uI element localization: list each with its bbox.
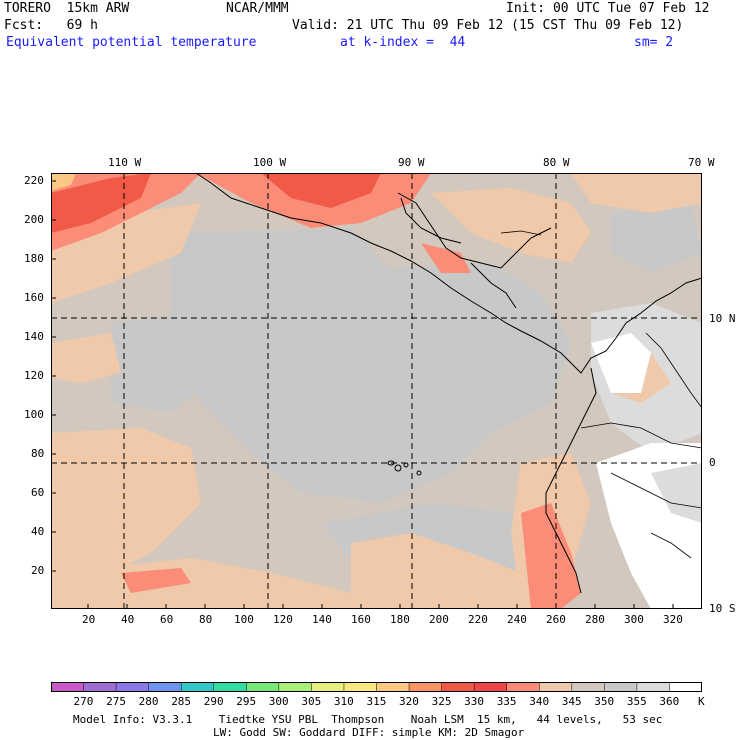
grid-x-label: 20 [82, 613, 96, 626]
theta-e-map [51, 173, 702, 609]
smoothing-info: sm= 2 [634, 35, 674, 50]
colorbar-cell [311, 682, 345, 692]
level-info: at k-index = 44 [340, 35, 466, 50]
grid-y-label: 80 [31, 447, 45, 460]
colorbar-cell [669, 682, 702, 692]
white-regions [591, 333, 702, 609]
colorbar-label: 270 [73, 695, 94, 708]
grid-x-label: 260 [546, 613, 566, 626]
colorbar-label: 360 [659, 695, 680, 708]
forecast-hour: Fcst: 69 h [4, 18, 98, 33]
colorbar-cell [51, 682, 85, 692]
grid-x-label: 120 [273, 613, 293, 626]
lat-label-10s: 10 S [709, 602, 736, 615]
grid-x-label: 220 [468, 613, 488, 626]
colorbar-cell [343, 682, 378, 692]
colorbar-label: 355 [626, 695, 647, 708]
colorbar-cell [180, 682, 215, 692]
model-info-line2: LW: Godd SW: Goddard DIFF: simple KM: 2D… [213, 726, 525, 739]
colorbar-cell [246, 682, 280, 692]
valid-time: Valid: 21 UTC Thu 09 Feb 12 (15 CST Thu … [292, 18, 684, 33]
colorbar-label: 315 [366, 695, 387, 708]
grid-y-label: 120 [24, 369, 44, 382]
grid-x-label: 240 [507, 613, 527, 626]
colorbar-cell [539, 682, 573, 692]
lon-label-90w: 90 W [398, 156, 425, 169]
grid-y-label: 220 [24, 174, 44, 187]
colorbar-cell [441, 682, 475, 692]
grid-y-label: 20 [31, 564, 45, 577]
colorbar-label: 290 [203, 695, 224, 708]
grid-x-label: 40 [121, 613, 135, 626]
colorbar-label: 280 [138, 695, 159, 708]
country-borders [500, 230, 702, 559]
colorbar-label: 340 [529, 695, 550, 708]
grid-y-label: 140 [24, 330, 44, 343]
colorbar-label: 350 [594, 695, 615, 708]
colorbar-cell [213, 682, 248, 692]
grid-x-label: 320 [663, 613, 683, 626]
grid-y-label: 60 [31, 486, 45, 499]
init-time: Init: 00 UTC Tue 07 Feb 12 [506, 1, 710, 16]
colorbar-cell [571, 682, 606, 692]
colorbar-label: 310 [333, 695, 354, 708]
graticule [51, 173, 702, 609]
lon-label-80w: 80 W [543, 156, 570, 169]
grid-x-label: 160 [351, 613, 371, 626]
colorbar-cell [83, 682, 117, 692]
colorbar-cell [376, 682, 410, 692]
lat-label-equator: 0 [709, 456, 716, 469]
organization: NCAR/MMM [226, 1, 289, 16]
colorbar-cell [506, 682, 541, 692]
colorbar-cell [278, 682, 313, 692]
lon-label-110w: 110 W [108, 156, 142, 169]
colorbar-label: 335 [496, 695, 517, 708]
model-name: TORERO 15km ARW [4, 1, 130, 16]
colorbar-label: 345 [561, 695, 582, 708]
grid-x-label: 280 [585, 613, 605, 626]
galapagos-islands [387, 460, 422, 476]
colorbar-cell [636, 682, 671, 692]
grid-x-label: 180 [390, 613, 410, 626]
model-info-line1: Model Info: V3.3.1 Tiedtke YSU PBL Thomp… [73, 713, 663, 726]
colorbar-cell [473, 682, 508, 692]
peach-bands [51, 173, 702, 609]
warm-regions [51, 173, 581, 609]
grid-y-label: 100 [24, 408, 44, 421]
colorbar-cell [115, 682, 150, 692]
colorbar-label: 295 [236, 695, 257, 708]
field-name: Equivalent potential temperature [6, 35, 257, 50]
colorbar-cell [148, 682, 182, 692]
colorbar-label: 300 [268, 695, 289, 708]
grid-y-label: 200 [24, 213, 44, 226]
coastlines [195, 173, 702, 594]
grid-x-label: 140 [312, 613, 332, 626]
grid-x-label: 300 [624, 613, 644, 626]
grid-y-label: 160 [24, 291, 44, 304]
lon-label-70w: 70 W [688, 156, 715, 169]
grid-x-label: 60 [160, 613, 174, 626]
grid-x-label: 100 [234, 613, 254, 626]
frame-ticks [51, 180, 674, 609]
colorbar-cell [604, 682, 638, 692]
colorbar-label: 330 [464, 695, 484, 708]
colorbar-unit: K [698, 695, 705, 708]
colorbar-label: 320 [399, 695, 419, 708]
lat-label-10n: 10 N [709, 312, 736, 325]
grid-x-label: 200 [429, 613, 449, 626]
colorbar-cell [408, 682, 443, 692]
colorbar-label: 305 [301, 695, 322, 708]
grid-x-label: 80 [199, 613, 213, 626]
map-frame [51, 173, 702, 609]
lon-label-100w: 100 W [253, 156, 287, 169]
colorbar [51, 682, 702, 692]
colorbar-label: 325 [431, 695, 452, 708]
grid-y-label: 40 [31, 525, 45, 538]
colorbar-label: 275 [106, 695, 126, 708]
grid-y-label: 180 [24, 252, 44, 265]
colorbar-label: 285 [171, 695, 192, 708]
